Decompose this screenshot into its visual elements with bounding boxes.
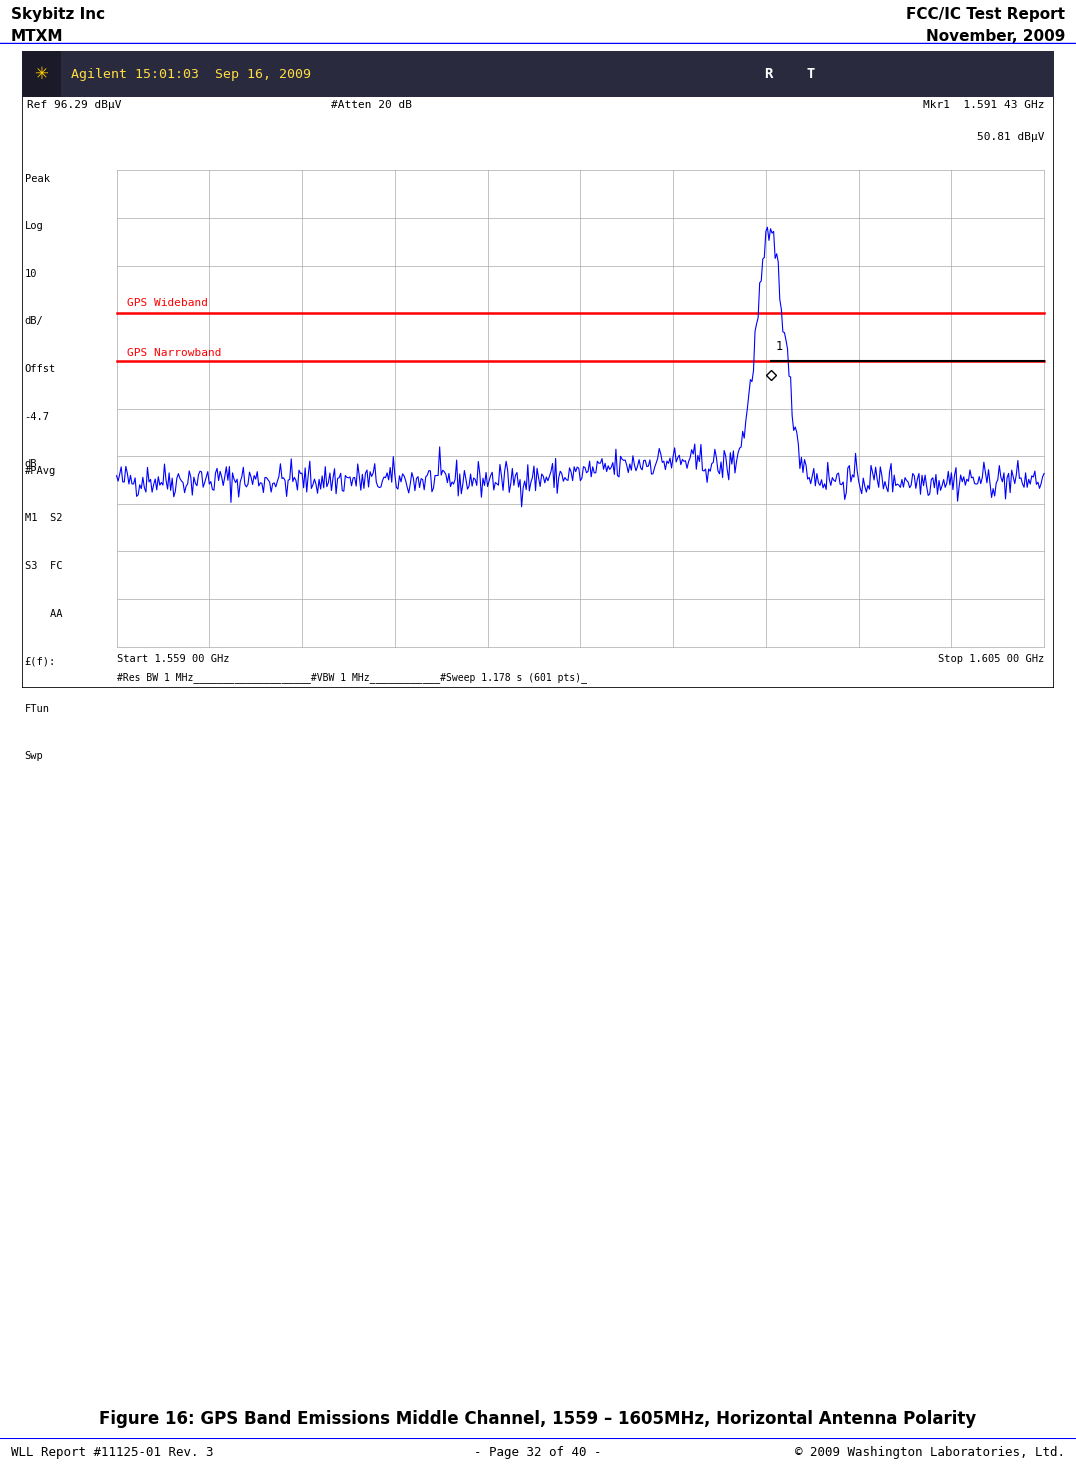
Text: © 2009 Washington Laboratories, Ltd.: © 2009 Washington Laboratories, Ltd.: [795, 1445, 1065, 1458]
Text: WLL Report #11125-01 Rev. 3: WLL Report #11125-01 Rev. 3: [11, 1445, 213, 1458]
Text: AA: AA: [25, 609, 62, 619]
Text: #Atten 20 dB: #Atten 20 dB: [331, 100, 412, 110]
Text: November, 2009: November, 2009: [925, 28, 1065, 44]
Text: Offst: Offst: [25, 365, 56, 375]
Text: Peak: Peak: [25, 174, 49, 183]
Text: GPS Narrowband: GPS Narrowband: [127, 347, 222, 357]
Text: Log: Log: [25, 221, 43, 231]
Text: ✳: ✳: [34, 66, 48, 83]
Text: FCC/IC Test Report: FCC/IC Test Report: [906, 6, 1065, 22]
Text: Stop 1.605 00 GHz: Stop 1.605 00 GHz: [938, 654, 1044, 665]
Text: Swp: Swp: [25, 751, 43, 761]
Text: GPS Wideband: GPS Wideband: [127, 299, 208, 307]
Bar: [22, 51, 60, 97]
Text: dB/: dB/: [25, 316, 43, 326]
Text: FTun: FTun: [25, 704, 49, 714]
Text: R    T: R T: [765, 67, 816, 81]
Text: Skybitz Inc: Skybitz Inc: [11, 6, 104, 22]
Text: 10: 10: [25, 269, 37, 278]
Text: Mkr1  1.591 43 GHz: Mkr1 1.591 43 GHz: [922, 100, 1044, 110]
Text: Start 1.559 00 GHz: Start 1.559 00 GHz: [116, 654, 229, 665]
Text: Agilent 15:01:03  Sep 16, 2009: Agilent 15:01:03 Sep 16, 2009: [71, 67, 311, 81]
Text: Figure 16: GPS Band Emissions Middle Channel, 1559 – 1605MHz, Horizontal Antenna: Figure 16: GPS Band Emissions Middle Cha…: [99, 1410, 977, 1429]
Text: 1: 1: [776, 340, 783, 353]
Bar: [22, 51, 1054, 97]
Text: Ref 96.29 dBµV: Ref 96.29 dBµV: [27, 100, 122, 110]
Text: S3  FC: S3 FC: [25, 561, 62, 571]
Text: #PAvg: #PAvg: [25, 466, 56, 476]
Text: M1  S2: M1 S2: [25, 514, 62, 523]
Text: £(f):: £(f):: [25, 656, 56, 666]
Text: 50.81 dBµV: 50.81 dBµV: [977, 132, 1044, 142]
Text: MTXM: MTXM: [11, 28, 63, 44]
Text: -4.7: -4.7: [25, 411, 49, 422]
Text: dB: dB: [25, 460, 37, 470]
Text: - Page 32 of 40 -: - Page 32 of 40 -: [475, 1445, 601, 1458]
Text: #Res BW 1 MHz____________________#VBW 1 MHz____________#Sweep 1.178 s (601 pts)_: #Res BW 1 MHz____________________#VBW 1 …: [116, 672, 586, 684]
